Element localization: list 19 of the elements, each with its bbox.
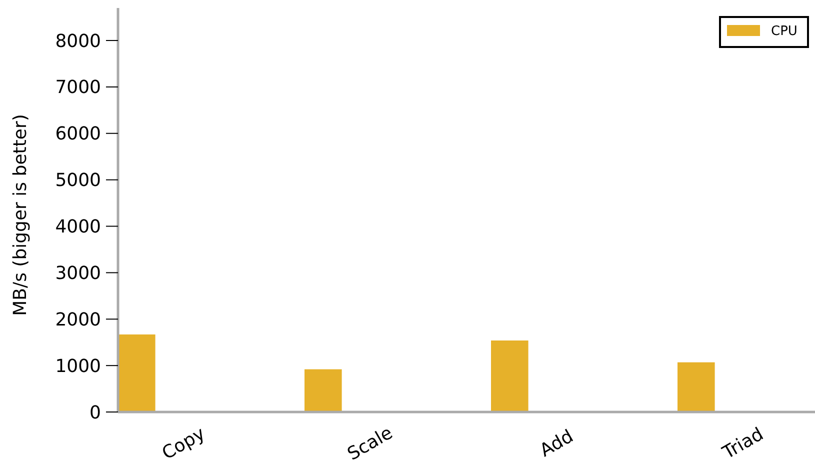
- y-tick-label: 0: [90, 402, 101, 424]
- y-tick-label: 4000: [55, 216, 101, 238]
- bar: [678, 362, 715, 412]
- x-tick-label: Copy: [158, 423, 209, 464]
- x-tick-label: Scale: [344, 422, 396, 464]
- bar: [491, 340, 528, 412]
- y-tick-label: 6000: [55, 124, 101, 145]
- x-tick-label: Triad: [718, 424, 768, 464]
- y-tick-label: 7000: [55, 77, 101, 98]
- y-tick-label: 5000: [55, 170, 101, 192]
- x-tick-label: Add: [536, 426, 578, 462]
- legend-label: CPU: [771, 24, 798, 39]
- y-tick-label: 3000: [55, 262, 101, 284]
- bar: [118, 334, 156, 412]
- y-tick-label: 2000: [55, 309, 101, 330]
- y-tick-label: 8000: [55, 30, 101, 52]
- y-axis-title: MB/s (bigger is better): [10, 114, 31, 316]
- y-tick-label: 1000: [55, 356, 101, 377]
- bar: [304, 369, 342, 412]
